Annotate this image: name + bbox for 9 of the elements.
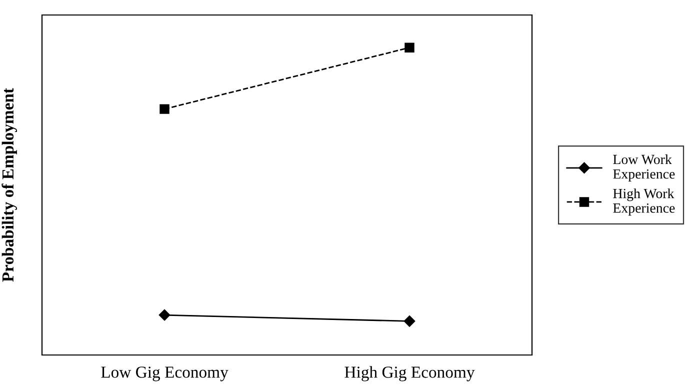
x-tick-label: High Gig Economy: [344, 366, 475, 382]
point: [404, 42, 414, 52]
legend-label: Low Work Experience: [613, 154, 675, 182]
x-tick-label: Low Gig Economy: [101, 366, 228, 382]
point: [158, 309, 170, 321]
legend-label: High Work Experience: [613, 188, 675, 216]
y-axis-title: Probability of Employment: [2, 88, 17, 282]
point: [160, 104, 170, 114]
point: [404, 316, 416, 327]
